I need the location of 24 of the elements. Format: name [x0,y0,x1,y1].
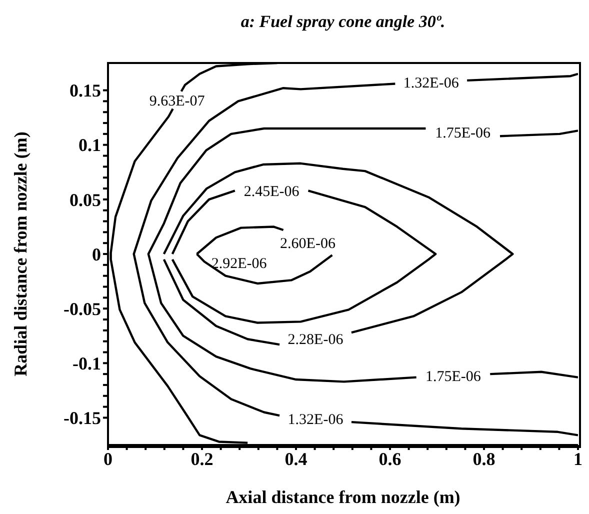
series-label: 1.75E-06 [426,369,482,386]
y-tick-label: -0.05 [64,298,101,319]
series-label: 9.63E-07 [149,93,206,110]
x-tick-label: 1 [574,448,582,469]
series-label: 2.45E-06 [244,184,300,200]
series-label: 2.60E-06 [280,236,336,252]
x-tick-label: 0.6 [378,448,402,469]
y-tick-label: -0.15 [64,408,101,428]
x-tick-label: 0.8 [472,448,496,469]
y-tick-label: 0.05 [70,190,101,210]
chart-title: a: Fuel spray cone angle 30º. [240,12,446,32]
x-axis-title: Axial distance from nozzle (m) [226,487,460,507]
text: 1.75E-06 [435,126,491,142]
y-axis-title: Radial distance from nozzle (m) [10,132,30,376]
y-tick-label: -0.1 [72,354,101,374]
text: 1.32E-06 [288,412,344,428]
x-tick-label: 0.4 [284,448,308,469]
x-tick-label: 0.2 [190,448,214,469]
annotation: 2.92E-06 [211,256,267,273]
series-label: 1.32E-06 [403,75,460,92]
y-tick-label: 0.15 [70,80,101,101]
series-label: 2.28E-06 [288,332,344,348]
y-tick-label: 0 [92,244,101,264]
y-tick-label: 0.1 [78,135,101,156]
